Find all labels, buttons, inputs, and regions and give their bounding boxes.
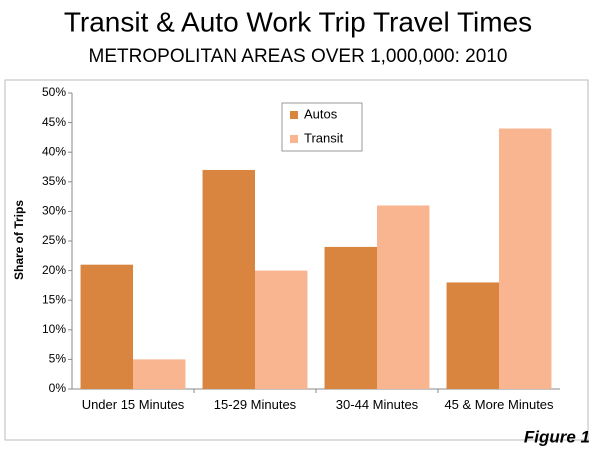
- bar: [499, 128, 552, 389]
- x-tick-label: 30-44 Minutes: [335, 397, 419, 412]
- bar: [446, 282, 499, 389]
- x-tick-label: 45 & More Minutes: [444, 397, 554, 412]
- y-tick-label: 30%: [42, 204, 66, 218]
- y-tick-label: 25%: [42, 233, 66, 247]
- bar: [80, 264, 133, 389]
- legend-swatch: [290, 111, 298, 119]
- y-tick-label: 40%: [42, 144, 66, 158]
- y-tick-label: 45%: [42, 115, 66, 129]
- chart-title: Transit & Auto Work Trip Travel Times: [64, 6, 532, 37]
- y-tick-label: 5%: [49, 352, 67, 366]
- y-tick-label: 50%: [42, 85, 66, 99]
- figure-label: Figure 1: [524, 427, 590, 446]
- x-tick-label: 15-29 Minutes: [213, 397, 297, 412]
- chart-subtitle: METROPOLITAN AREAS OVER 1,000,000: 2010: [89, 46, 508, 67]
- legend-label: Transit: [304, 130, 344, 145]
- y-tick-label: 15%: [42, 292, 66, 306]
- bar: [133, 359, 186, 389]
- legend-label: Autos: [304, 106, 338, 121]
- y-axis-label: Share of Trips: [12, 200, 26, 280]
- bar: [377, 205, 430, 389]
- x-tick-label: Under 15 Minutes: [81, 397, 185, 412]
- legend-swatch: [290, 135, 298, 143]
- y-tick-label: 35%: [42, 174, 66, 188]
- bar: [202, 169, 255, 389]
- y-tick-label: 0%: [49, 381, 67, 395]
- bar: [324, 246, 377, 389]
- y-tick-label: 10%: [42, 322, 66, 336]
- bar: [255, 270, 308, 389]
- y-tick-label: 20%: [42, 263, 66, 277]
